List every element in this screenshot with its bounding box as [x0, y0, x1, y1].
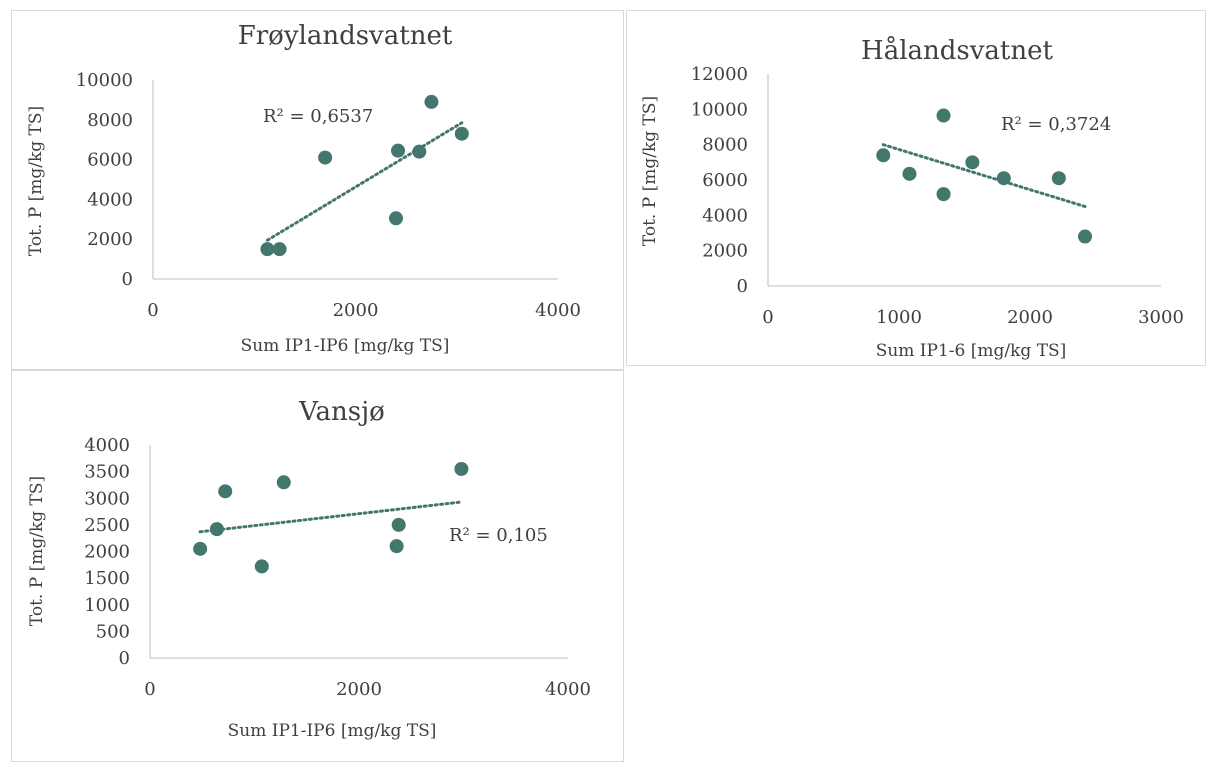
- y-tick-label: 0: [122, 269, 133, 290]
- x-tick-label: 4000: [545, 679, 591, 700]
- data-point: [209, 522, 224, 537]
- data-point: [936, 187, 951, 202]
- y-tick-label: 8000: [702, 135, 748, 156]
- y-tick-label: 0: [119, 648, 130, 669]
- x-tick-label: 2000: [336, 679, 382, 700]
- y-tick-label: 6000: [87, 150, 133, 171]
- chart-halandsvatnet: Hålandsvatnet020004000600080001000012000…: [640, 35, 1184, 361]
- y-tick-label: 8000: [87, 110, 133, 131]
- data-point: [965, 155, 980, 170]
- data-point: [193, 541, 208, 556]
- x-tick-label: 1000: [876, 307, 922, 328]
- x-tick-label: 4000: [535, 300, 581, 321]
- data-point: [902, 166, 917, 181]
- data-point: [936, 108, 951, 123]
- y-axis-title: Tot. P [mg/kg TS]: [640, 96, 660, 246]
- y-tick-label: 500: [96, 621, 130, 642]
- trendline: [198, 500, 463, 534]
- y-tick-label: 4000: [84, 435, 130, 456]
- y-tick-label: 2500: [84, 515, 130, 536]
- data-point: [218, 484, 233, 499]
- y-tick-label: 2000: [84, 542, 130, 563]
- trendline: [265, 121, 464, 242]
- data-point: [389, 539, 404, 554]
- data-point: [391, 143, 406, 158]
- y-tick-label: 0: [737, 276, 748, 297]
- y-tick-label: 1000: [84, 595, 130, 616]
- data-point: [254, 559, 269, 574]
- r-squared-label: R² = 0,105: [449, 525, 548, 546]
- data-point: [454, 461, 469, 476]
- x-tick-label: 0: [147, 300, 158, 321]
- chart-vansjo: Vansjø 0 500 1000 1500 2000 2500 3000 3500 4000 0 2…: [27, 397, 591, 741]
- x-tick-label: 0: [762, 307, 773, 328]
- y-tick-label: 10000: [76, 70, 133, 91]
- data-point: [424, 94, 439, 109]
- y-tick-label: 6000: [702, 170, 748, 191]
- y-tick-label: 1500: [84, 568, 130, 589]
- data-point: [272, 242, 287, 257]
- y-tick-label: 2000: [702, 241, 748, 262]
- data-point: [276, 475, 291, 490]
- data-point: [318, 150, 333, 165]
- chart-title: Hålandsvatnet: [861, 35, 1053, 66]
- x-axis-title: Sum IP1-IP6 [mg/kg TS]: [228, 721, 437, 741]
- data-point: [412, 144, 427, 159]
- data-point: [389, 211, 403, 226]
- y-tick-label: 4000: [702, 205, 748, 226]
- data-point: [260, 242, 275, 257]
- y-tick-label: 12000: [691, 64, 748, 85]
- data-point: [391, 517, 406, 532]
- chart-froylandsvatnet: Frøylandsvatnet 0 2000 4000 6000 8000 10000 0 20…: [26, 21, 581, 356]
- x-axis-title: Sum IP1-IP6 [mg/kg TS]: [241, 336, 450, 356]
- y-tick-label: 3000: [84, 488, 130, 509]
- r-squared-label: R² = 0,6537: [263, 106, 373, 127]
- data-point: [996, 171, 1011, 186]
- x-tick-label: 0: [144, 679, 155, 700]
- x-tick-label: 2000: [333, 300, 379, 321]
- data-point: [876, 148, 891, 163]
- y-tick-label: 3500: [84, 462, 130, 483]
- chart-panel-halandsvatnet: Hålandsvatnet 0 2000 4000 6000 8000 10000 12000…: [626, 10, 1206, 366]
- trendline: [881, 143, 1087, 208]
- chart-title: Frøylandsvatnet: [238, 21, 453, 51]
- y-axis-title: Tot. P [mg/kg TS]: [26, 106, 46, 256]
- y-tick-label: 4000: [87, 189, 133, 210]
- x-tick-label: 3000: [1138, 307, 1184, 328]
- y-tick-label: 2000: [87, 229, 133, 250]
- chart-panel-vansjo: Vansjø 0 500 1000 1500 2000 2500 3000 3500 4000 0 2…: [11, 370, 624, 762]
- chart-panel-froylandsvatnet: Frøylandsvatnet 0 2000 4000 6000 8000 10000 0 20…: [11, 10, 624, 370]
- y-axis-title: Tot. P [mg/kg TS]: [27, 476, 47, 626]
- data-point: [1078, 229, 1093, 244]
- data-point: [454, 126, 469, 141]
- chart-title: Vansjø: [298, 397, 385, 427]
- y-tick-label: 10000: [691, 99, 748, 120]
- r-squared-label: R² = 0,3724: [1001, 114, 1111, 135]
- x-axis-title: Sum IP1-6 [mg/kg TS]: [876, 341, 1067, 361]
- x-tick-label: 2000: [1007, 307, 1053, 328]
- data-point: [1051, 171, 1066, 186]
